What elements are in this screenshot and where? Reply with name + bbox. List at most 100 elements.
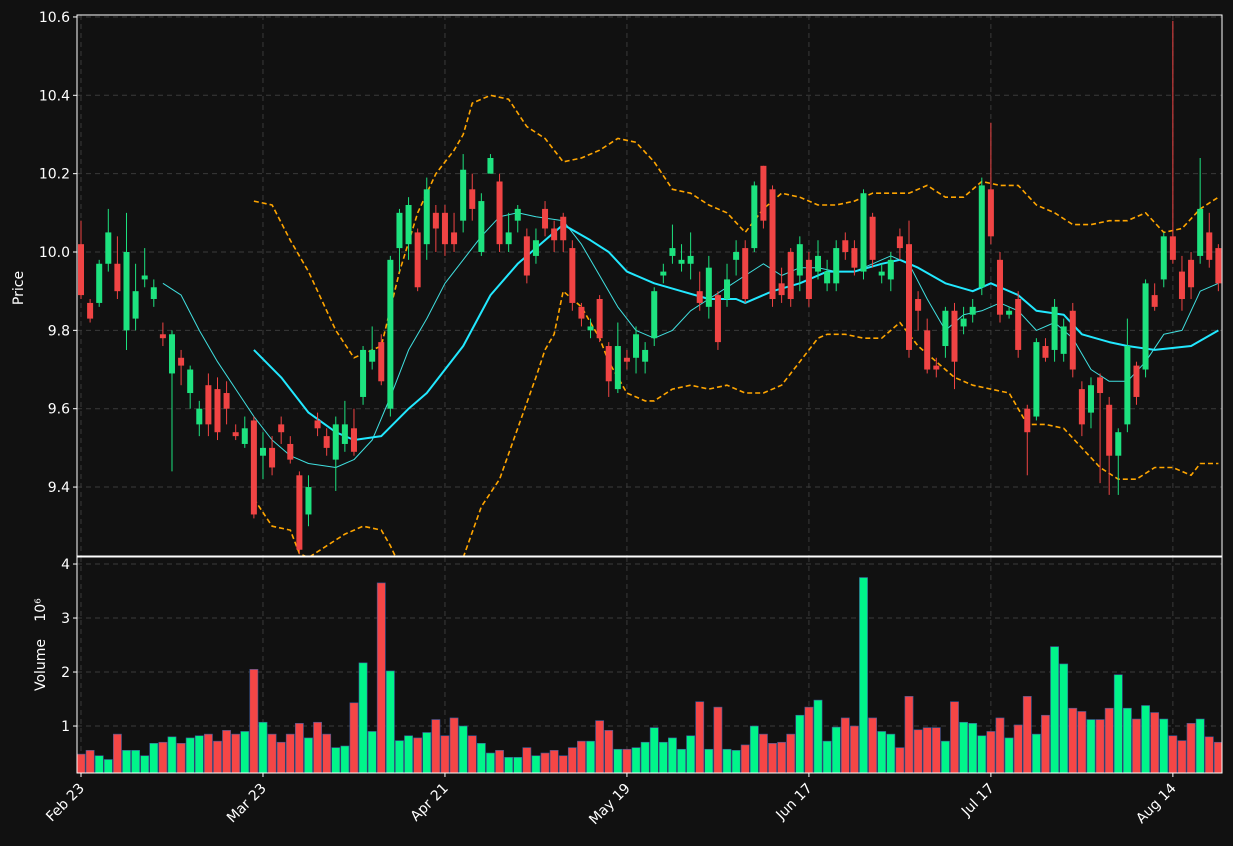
volume-bar (950, 701, 959, 773)
candle-body (751, 185, 758, 249)
volume-bar (613, 748, 623, 773)
volume-bar (176, 742, 186, 773)
volume-bar (149, 742, 159, 773)
candle-body (660, 271, 667, 276)
candle-body (314, 420, 321, 429)
candle-body (287, 443, 294, 460)
volume-bar (1086, 719, 1096, 773)
candle-body (232, 432, 239, 437)
volume-bar (558, 755, 568, 773)
volume-bar (304, 737, 313, 773)
candle-body (323, 436, 330, 448)
candle-body (378, 342, 385, 382)
candle-body (478, 201, 485, 253)
volume-bar (404, 735, 413, 773)
candle-body (387, 259, 394, 409)
volume-bar (1068, 707, 1078, 773)
volume-bar (677, 748, 686, 773)
volume-bar (786, 733, 796, 773)
candle-body (560, 216, 567, 241)
candle-body (1051, 306, 1058, 350)
volume-bar (358, 662, 368, 773)
volume-bar (376, 582, 386, 773)
volume-bar (868, 717, 877, 773)
volume-bar (1022, 696, 1032, 773)
volume-bar (449, 717, 459, 773)
candle-body (78, 244, 85, 296)
volume-bar (440, 735, 450, 773)
volume-bar (695, 701, 705, 773)
volume-bar (722, 748, 732, 773)
volume-bar (285, 733, 295, 773)
candle-body (960, 318, 967, 327)
volume-bar (895, 747, 905, 773)
volume-bar (1168, 735, 1178, 773)
candle-body (1106, 404, 1113, 456)
volume-bar (231, 733, 241, 773)
candle-body (259, 447, 266, 456)
y-tick-label: 9.8 (48, 323, 70, 339)
volume-bar (194, 735, 204, 773)
candle-body (132, 291, 139, 319)
candle-body (523, 236, 530, 276)
candle-body (96, 263, 103, 303)
candle-body (1087, 385, 1094, 413)
candle-body (487, 157, 494, 174)
candle-body (942, 310, 949, 347)
candle-body (305, 487, 312, 515)
candle-body (796, 244, 803, 276)
volume-bar (1132, 718, 1141, 773)
candle-body (1024, 408, 1031, 433)
candle-body (141, 275, 148, 280)
candle-body (1015, 299, 1022, 350)
candle-body (1160, 236, 1167, 280)
volume-bar (1004, 737, 1014, 773)
candle-body (1033, 342, 1040, 417)
volume-bar (1013, 724, 1023, 773)
candle-body (924, 330, 931, 370)
candle-body (168, 334, 175, 374)
candle-body (1215, 248, 1222, 284)
candle-body (633, 334, 640, 358)
candle-body (187, 369, 194, 394)
volume-bar (540, 752, 550, 773)
candle-body (1197, 208, 1204, 256)
candle-body (542, 208, 549, 229)
volume-bar (531, 755, 541, 773)
y-tick-label: 3 (61, 611, 70, 627)
candle-body (878, 271, 885, 276)
volume-bar (504, 757, 514, 773)
volume-bar (904, 696, 914, 773)
volume-bar (731, 750, 741, 773)
candle-body (1151, 295, 1158, 307)
candle-body (860, 193, 867, 272)
volume-bar (995, 717, 1005, 773)
y-tick-label: 1 (61, 719, 70, 735)
candle-body (623, 357, 630, 362)
indicator-line (253, 290, 1219, 556)
volume-bar (185, 737, 195, 773)
candle-body (605, 346, 612, 382)
volume-bar (113, 733, 122, 773)
candle-body (341, 424, 348, 444)
volume-bar (631, 747, 641, 773)
volume-bar (249, 669, 259, 773)
volume-bar (1141, 705, 1150, 773)
volume-bar (668, 737, 677, 773)
volume-bar (240, 731, 250, 773)
volume-bar (1195, 718, 1205, 773)
candle-body (969, 306, 976, 315)
y-tick-label: 10.6 (39, 10, 70, 26)
volume-bar (322, 733, 332, 773)
volume-bar (458, 725, 468, 773)
candle-body (514, 208, 521, 221)
candle-body (432, 212, 439, 229)
volume-bar (476, 742, 486, 773)
candle-body (1006, 310, 1013, 315)
volume-bar (349, 702, 359, 773)
candle-body (651, 291, 658, 339)
volume-bar (759, 733, 768, 773)
volume-bar (140, 755, 150, 773)
